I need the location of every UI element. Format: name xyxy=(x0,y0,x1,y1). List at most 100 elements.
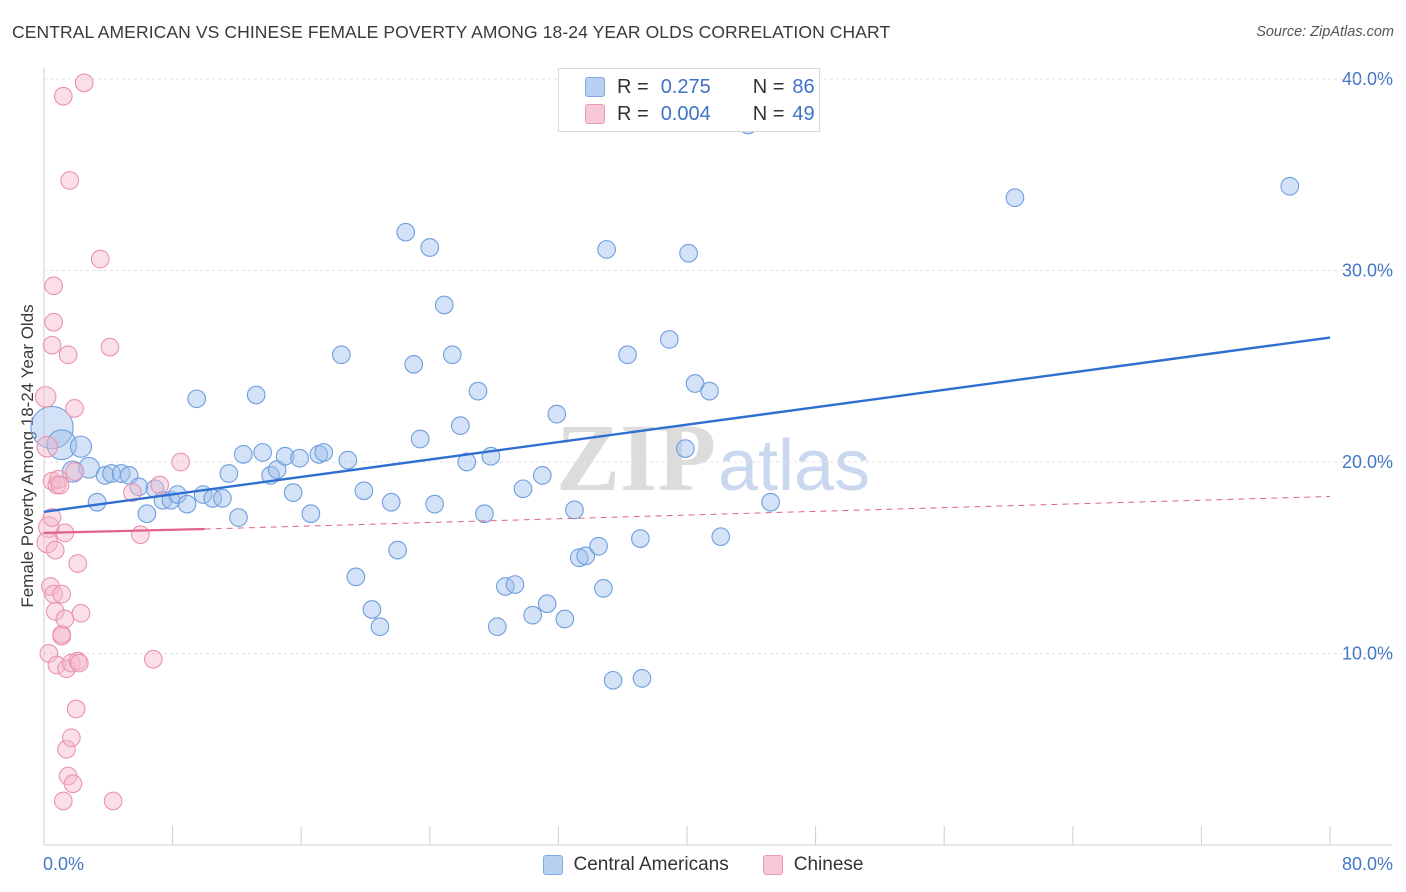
central-americans-point xyxy=(410,429,430,449)
central-americans-point xyxy=(420,238,440,257)
central-americans-legend-swatch xyxy=(542,855,563,875)
n-label: N = xyxy=(752,75,785,98)
central-americans-point xyxy=(468,381,488,401)
chinese-point xyxy=(66,699,86,719)
y-tick-label: 30.0% xyxy=(1342,261,1393,281)
central-americans-swatch xyxy=(585,77,605,97)
chinese-point xyxy=(58,345,78,365)
central-americans-point xyxy=(177,494,197,514)
central-americans-point xyxy=(475,504,494,524)
central-americans-point xyxy=(275,446,295,466)
legend-item-central-americans[interactable]: Central Americans xyxy=(542,854,729,876)
legend-label-central-americans: Central Americans xyxy=(573,854,729,875)
stats-legend: R = 0.275 N = 86 R = 0.004 N = 49 xyxy=(558,68,820,132)
r-label: R = xyxy=(617,75,649,98)
central-americans-point xyxy=(603,670,623,690)
chinese-trendline-extension xyxy=(204,495,1331,530)
n-value: 49 xyxy=(792,102,815,125)
central-americans-point xyxy=(676,439,695,458)
central-americans-point xyxy=(659,330,679,349)
central-americans-point xyxy=(338,450,358,470)
chinese-point xyxy=(63,774,83,794)
watermark-zip: ZIP xyxy=(556,404,716,511)
central-americans-point xyxy=(487,617,507,637)
central-americans-point xyxy=(233,444,253,464)
chinese-point xyxy=(68,554,88,573)
central-americans-point xyxy=(700,381,719,401)
central-americans-point xyxy=(565,500,584,520)
legend-item-chinese[interactable]: Chinese xyxy=(762,854,864,876)
x-tick-label-max: 80.0% xyxy=(1342,854,1393,874)
chinese-point xyxy=(61,728,81,748)
r-label: R = xyxy=(617,102,649,125)
chinese-point xyxy=(55,609,75,629)
central-americans-point xyxy=(346,567,366,587)
central-americans-point xyxy=(229,508,248,527)
central-americans-point xyxy=(679,243,698,263)
chinese-point xyxy=(150,475,170,495)
chinese-point xyxy=(45,602,65,621)
central-americans-point xyxy=(362,600,382,619)
y-tick-label: 40.0% xyxy=(1342,69,1393,89)
chinese-swatch xyxy=(585,104,605,124)
central-americans-point xyxy=(332,345,351,365)
central-americans-point xyxy=(370,617,390,637)
central-americans-point xyxy=(290,448,309,468)
central-americans-point xyxy=(111,464,131,483)
chinese-point xyxy=(52,584,72,604)
chinese-point xyxy=(90,249,110,269)
chinese-point xyxy=(57,739,76,759)
central-americans-point xyxy=(213,489,232,508)
chinese-point xyxy=(123,483,142,502)
central-americans-point xyxy=(685,374,705,393)
chinese-point xyxy=(34,386,57,408)
r-value: 0.275 xyxy=(660,75,711,98)
central-americans-trendline xyxy=(43,336,1331,513)
central-americans-point xyxy=(301,504,321,524)
central-americans-point xyxy=(425,494,444,514)
central-americans-point xyxy=(95,466,115,485)
central-americans-point xyxy=(137,504,157,524)
central-americans-point xyxy=(547,404,567,424)
central-americans-point xyxy=(1280,176,1300,196)
series-legend: Central Americans Chinese xyxy=(0,852,1406,878)
central-americans-point xyxy=(523,605,543,625)
central-americans-point xyxy=(253,443,272,462)
y-tick-label: 10.0% xyxy=(1342,644,1393,664)
central-americans-point xyxy=(576,546,596,566)
chinese-point xyxy=(44,276,63,296)
central-americans-point xyxy=(513,479,533,499)
central-americans-point xyxy=(246,385,266,405)
central-americans-point xyxy=(434,295,454,315)
chinese-point xyxy=(60,171,80,190)
chinese-point xyxy=(74,73,94,93)
chinese-trendline xyxy=(43,527,205,534)
chinese-point xyxy=(50,475,70,495)
stats-legend-row-central: R = 0.275 N = 86 xyxy=(559,74,815,100)
chinese-point xyxy=(65,462,84,481)
chinese-point xyxy=(42,335,62,355)
central-americans-point xyxy=(555,609,575,629)
chinese-point xyxy=(100,337,120,357)
central-americans-point xyxy=(1005,188,1025,208)
central-americans-point xyxy=(618,345,637,365)
legend-label-chinese: Chinese xyxy=(793,854,864,875)
chinese-point xyxy=(52,624,72,644)
chinese-point xyxy=(53,86,73,106)
chinese-point xyxy=(45,540,65,560)
chinese-point xyxy=(143,649,163,669)
central-americans-point xyxy=(354,481,374,501)
chart-source: Source: ZipAtlas.com xyxy=(1256,24,1394,40)
central-americans-point xyxy=(597,240,616,259)
chinese-point xyxy=(53,791,73,811)
central-americans-point xyxy=(381,492,401,512)
central-americans-point xyxy=(711,527,731,547)
central-americans-point xyxy=(388,540,408,560)
n-value: 86 xyxy=(792,75,815,98)
r-value: 0.004 xyxy=(660,102,711,125)
central-americans-point xyxy=(283,483,303,502)
central-americans-point xyxy=(404,354,424,374)
central-americans-point xyxy=(496,577,515,596)
y-tick-label: 20.0% xyxy=(1342,452,1393,472)
